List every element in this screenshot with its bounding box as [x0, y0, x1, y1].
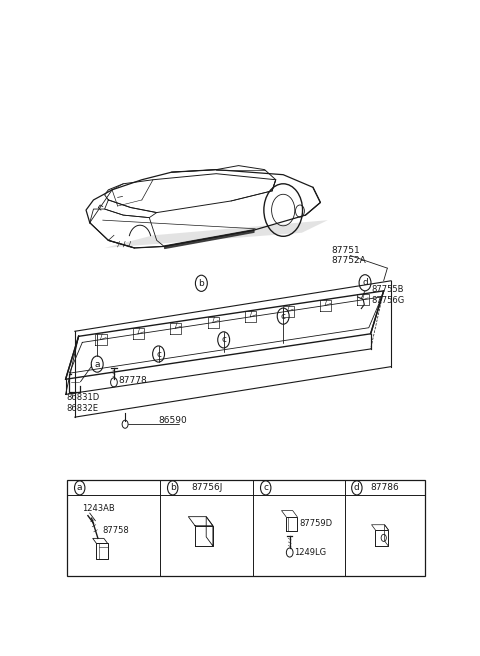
Text: 87755B
87756G: 87755B 87756G	[371, 285, 404, 304]
Text: 87751
87752A: 87751 87752A	[332, 246, 366, 265]
Text: 87778: 87778	[119, 376, 147, 385]
Text: 87756J: 87756J	[191, 483, 223, 493]
Text: c: c	[281, 312, 286, 321]
Text: 87759D: 87759D	[299, 520, 332, 528]
Text: a: a	[77, 483, 83, 493]
Text: 86831D
86832E: 86831D 86832E	[67, 394, 100, 413]
Text: 87786: 87786	[370, 483, 399, 493]
Text: b: b	[199, 279, 204, 288]
Text: d: d	[354, 483, 360, 493]
Bar	[67, 480, 424, 576]
Text: b: b	[170, 483, 176, 493]
Text: 1243AB: 1243AB	[83, 504, 115, 512]
Text: a: a	[95, 359, 100, 369]
Text: 1249LG: 1249LG	[294, 548, 326, 557]
Text: c: c	[221, 335, 226, 344]
Text: 86590: 86590	[158, 416, 187, 424]
Text: c: c	[156, 350, 161, 359]
Text: 87758: 87758	[102, 526, 129, 535]
Polygon shape	[105, 220, 328, 248]
Text: d: d	[362, 278, 368, 287]
Text: c: c	[263, 483, 268, 493]
